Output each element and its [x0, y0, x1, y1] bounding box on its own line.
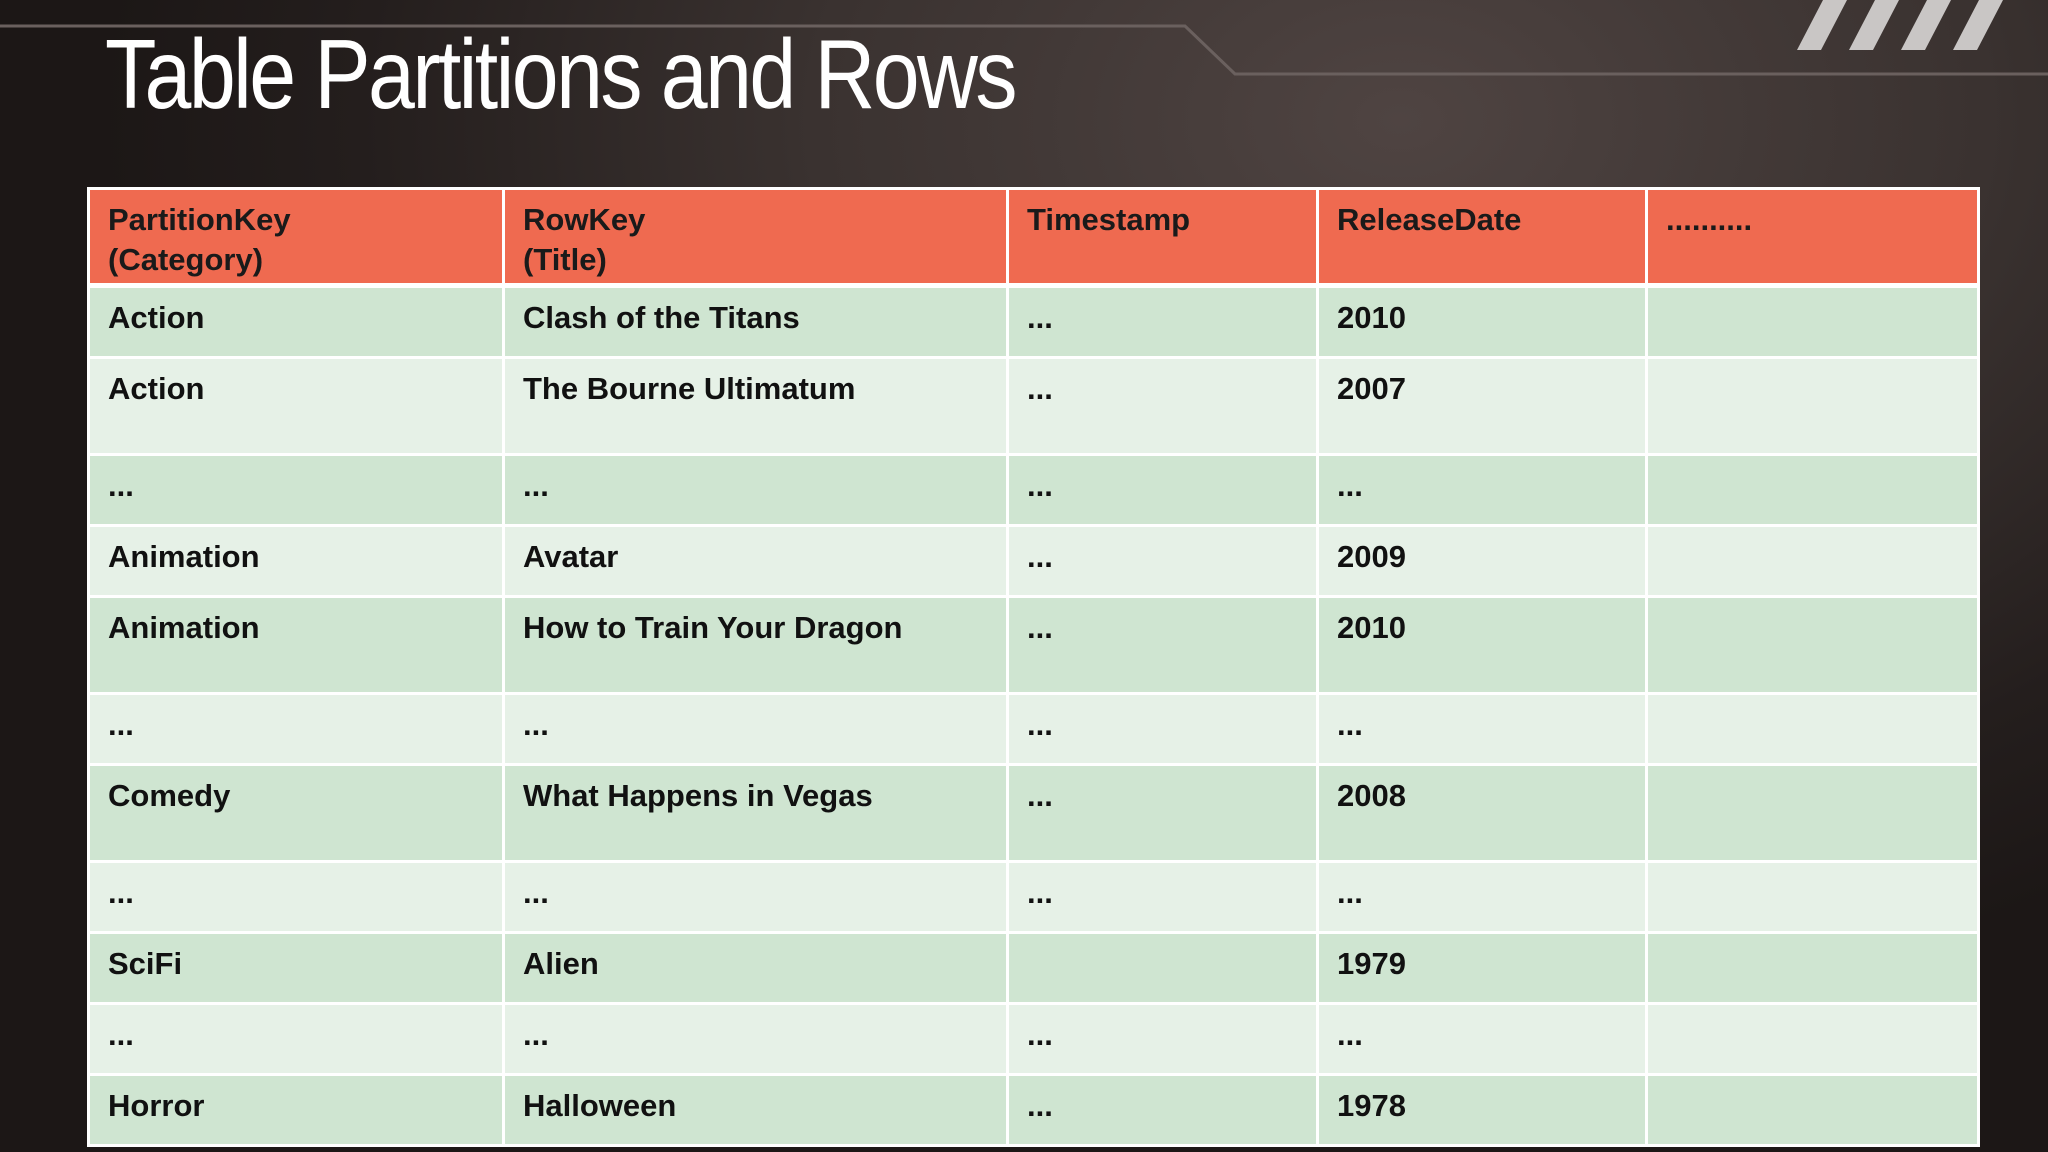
- cell-partitionkey: SciFi: [87, 931, 505, 1005]
- cell-partitionkey: Comedy: [87, 763, 505, 863]
- table-header-row: PartitionKey (Category) RowKey (Title) T…: [87, 187, 1980, 288]
- table-row: Animation Avatar ... 2009: [87, 524, 1980, 598]
- cell-releasedate: ...: [1316, 453, 1648, 527]
- cell-rowkey: What Happens in Vegas: [502, 763, 1009, 863]
- cell-timestamp: ...: [1006, 524, 1319, 598]
- cell-rowkey: Avatar: [502, 524, 1009, 598]
- cell-partitionkey: ...: [87, 860, 505, 934]
- cell-extra: [1645, 595, 1980, 695]
- cell-timestamp: [1006, 931, 1319, 1005]
- cell-timestamp: ...: [1006, 1002, 1319, 1076]
- cell-extra: [1645, 931, 1980, 1005]
- slide-title: Table Partitions and Rows: [105, 19, 1017, 129]
- table-row: ... ... ... ...: [87, 692, 1980, 766]
- table-row: ... ... ... ...: [87, 453, 1980, 527]
- cell-releasedate: 2007: [1316, 356, 1648, 456]
- cell-releasedate: 1978: [1316, 1073, 1648, 1147]
- cell-releasedate: 1979: [1316, 931, 1648, 1005]
- table-row: SciFi Alien 1979: [87, 931, 1980, 1005]
- header-releasedate: ReleaseDate: [1316, 187, 1648, 288]
- cell-partitionkey: ...: [87, 453, 505, 527]
- table-row: Action The Bourne Ultimatum ... 2007: [87, 356, 1980, 456]
- cell-releasedate: 2009: [1316, 524, 1648, 598]
- table-row: ... ... ... ...: [87, 860, 1980, 934]
- cell-timestamp: ...: [1006, 1073, 1319, 1147]
- cell-partitionkey: Action: [87, 356, 505, 456]
- cell-rowkey: Alien: [502, 931, 1009, 1005]
- cell-extra: [1645, 860, 1980, 934]
- cell-rowkey: The Bourne Ultimatum: [502, 356, 1009, 456]
- cell-extra: [1645, 284, 1980, 359]
- cell-extra: [1645, 1073, 1980, 1147]
- cell-extra: [1645, 356, 1980, 456]
- header-sublabel: (Title): [523, 242, 607, 277]
- cell-extra: [1645, 453, 1980, 527]
- slash-stripes-logo: [1797, 0, 2003, 50]
- header-label: ..........: [1666, 202, 1753, 237]
- cell-rowkey: Halloween: [502, 1073, 1009, 1147]
- cell-extra: [1645, 763, 1980, 863]
- cell-partitionkey: Action: [87, 284, 505, 359]
- cell-rowkey: ...: [502, 453, 1009, 527]
- cell-timestamp: ...: [1006, 453, 1319, 527]
- table-row: Horror Halloween ... 1978: [87, 1073, 1980, 1147]
- cell-partitionkey: Animation: [87, 595, 505, 695]
- cell-partitionkey: Horror: [87, 1073, 505, 1147]
- cell-timestamp: ...: [1006, 763, 1319, 863]
- cell-extra: [1645, 692, 1980, 766]
- cell-rowkey: ...: [502, 1002, 1009, 1076]
- header-label: ReleaseDate: [1337, 202, 1522, 237]
- cell-partitionkey: Animation: [87, 524, 505, 598]
- cell-partitionkey: ...: [87, 1002, 505, 1076]
- cell-releasedate: 2010: [1316, 284, 1648, 359]
- partition-table-container: PartitionKey (Category) RowKey (Title) T…: [87, 187, 1980, 1147]
- header-label: Timestamp: [1027, 202, 1191, 237]
- header-rowkey: RowKey (Title): [502, 187, 1009, 288]
- table-row: Comedy What Happens in Vegas ... 2008: [87, 763, 1980, 863]
- cell-timestamp: ...: [1006, 356, 1319, 456]
- cell-releasedate: 2008: [1316, 763, 1648, 863]
- cell-rowkey: ...: [502, 692, 1009, 766]
- cell-releasedate: ...: [1316, 692, 1648, 766]
- cell-rowkey: How to Train Your Dragon: [502, 595, 1009, 695]
- cell-extra: [1645, 1002, 1980, 1076]
- cell-timestamp: ...: [1006, 692, 1319, 766]
- header-partitionkey: PartitionKey (Category): [87, 187, 505, 288]
- cell-partitionkey: ...: [87, 692, 505, 766]
- partition-table: PartitionKey (Category) RowKey (Title) T…: [87, 187, 1980, 1147]
- table-row: Action Clash of the Titans ... 2010: [87, 284, 1980, 359]
- cell-extra: [1645, 524, 1980, 598]
- table-row: Animation How to Train Your Dragon ... 2…: [87, 595, 1980, 695]
- cell-rowkey: ...: [502, 860, 1009, 934]
- header-timestamp: Timestamp: [1006, 187, 1319, 288]
- cell-timestamp: ...: [1006, 595, 1319, 695]
- table-row: ... ... ... ...: [87, 1002, 1980, 1076]
- header-label: RowKey: [523, 202, 646, 237]
- cell-timestamp: ...: [1006, 860, 1319, 934]
- cell-rowkey: Clash of the Titans: [502, 284, 1009, 359]
- cell-timestamp: ...: [1006, 284, 1319, 359]
- header-more-columns: ..........: [1645, 187, 1980, 288]
- cell-releasedate: 2010: [1316, 595, 1648, 695]
- cell-releasedate: ...: [1316, 860, 1648, 934]
- header-sublabel: (Category): [108, 242, 264, 277]
- header-label: PartitionKey: [108, 202, 291, 237]
- cell-releasedate: ...: [1316, 1002, 1648, 1076]
